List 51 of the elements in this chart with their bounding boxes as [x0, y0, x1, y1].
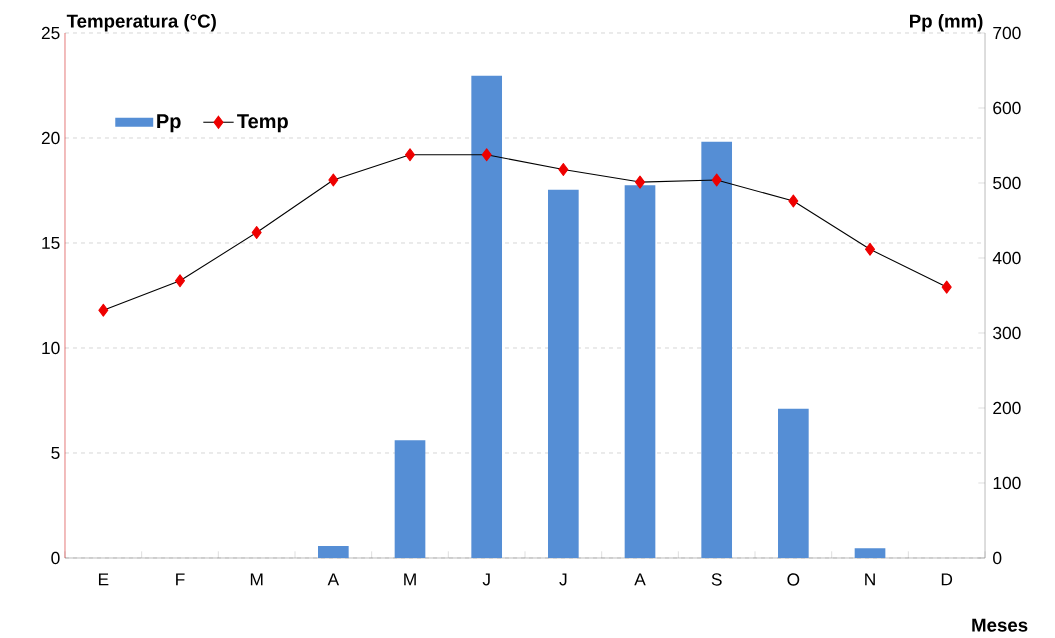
x-tick-label: F [176, 573, 185, 586]
point [788, 194, 799, 208]
y2-tick-label: 400 [992, 251, 1021, 265]
bar [701, 141, 733, 558]
point [98, 303, 109, 317]
x-tick-label: J [482, 573, 490, 586]
x-tick-label: A [327, 573, 340, 586]
point [941, 280, 952, 294]
y2-tick-label: 600 [993, 101, 1021, 115]
y2-tick-label: 100 [993, 476, 1021, 490]
y2-tick-label: 200 [993, 401, 1021, 415]
y2-tick-label: 300 [993, 326, 1021, 340]
bar [394, 440, 426, 558]
point [634, 175, 646, 189]
x-tick-label: J [559, 573, 567, 586]
bar [778, 408, 809, 558]
point [328, 173, 339, 187]
point [558, 162, 569, 177]
y-tick-label: 0 [51, 551, 60, 565]
y2-tick-label: 0 [993, 551, 1002, 565]
x-tick-label: M [404, 573, 416, 586]
x-tick-label: E [98, 573, 109, 586]
y-tick-label: 25 [41, 26, 60, 40]
y-tick-label: 15 [42, 236, 60, 250]
x-tick-label: M [250, 573, 263, 586]
legend-label: Pp [157, 114, 181, 133]
x-tick-label: N [865, 573, 875, 586]
point [404, 148, 416, 162]
bar [471, 75, 503, 558]
x-axis-title: Meses [972, 618, 1028, 632]
bar [318, 546, 349, 558]
y-axis-title: Temperatura (°C) [66, 13, 216, 32]
y-tick-label: 5 [51, 446, 60, 460]
point [864, 242, 876, 256]
point [174, 274, 186, 288]
y2-axis-title: Pp (mm) [910, 13, 983, 32]
point [251, 225, 262, 240]
y2-tick-label: 700 [993, 26, 1021, 40]
x-tick-label: S [711, 573, 722, 586]
y-tick-label: 20 [41, 131, 60, 145]
point [481, 148, 492, 162]
legend-label: Temp [237, 114, 288, 133]
bar [548, 189, 579, 558]
x-tick-label: O [787, 573, 800, 586]
bar [854, 548, 886, 558]
y2-tick-label: 500 [993, 176, 1021, 190]
y-tick-label: 10 [42, 341, 60, 355]
x-tick-label: A [634, 573, 646, 586]
x-tick-label: D [941, 573, 953, 586]
bar [624, 185, 656, 558]
point [711, 173, 722, 187]
